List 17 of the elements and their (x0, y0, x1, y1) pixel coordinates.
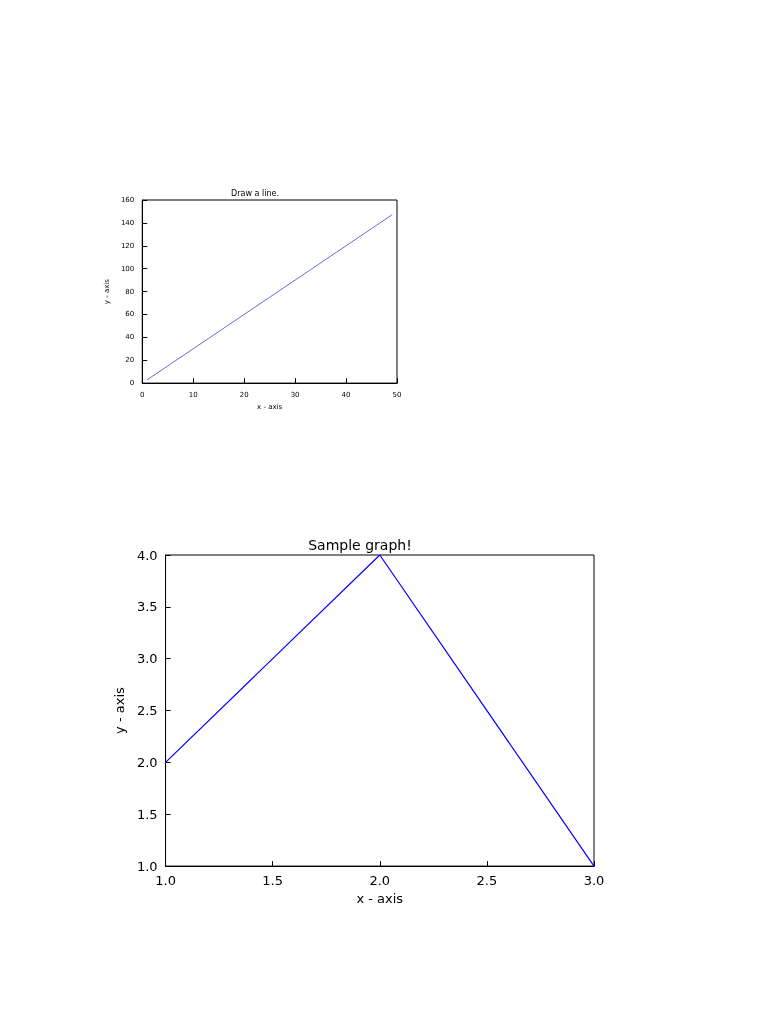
x-tick-label: 2.0 (369, 873, 391, 889)
x-tick-label: 1.0 (155, 873, 176, 889)
y-tick-label: 3.0 (136, 651, 158, 667)
chart-title: Sample graph! (308, 537, 412, 553)
x-tick-label: 3.0 (583, 873, 605, 889)
y-axis-title: y - axis (112, 686, 127, 734)
line-series (146, 214, 393, 381)
y-tick-label: 1.5 (136, 806, 158, 822)
x-axis-title: x - axis (356, 891, 404, 906)
y-tick-label: 3.5 (136, 599, 158, 615)
y-tick-label: 2.0 (136, 754, 158, 770)
chart-title: Draw a line. (231, 188, 279, 198)
x-tick-label: 1.5 (262, 873, 284, 889)
y-tick-label: 1.0 (136, 858, 158, 874)
y-tick-label: 4.0 (136, 547, 158, 563)
x-tick-label: 2.5 (476, 873, 498, 889)
y-tick-label: 2.5 (136, 703, 158, 719)
